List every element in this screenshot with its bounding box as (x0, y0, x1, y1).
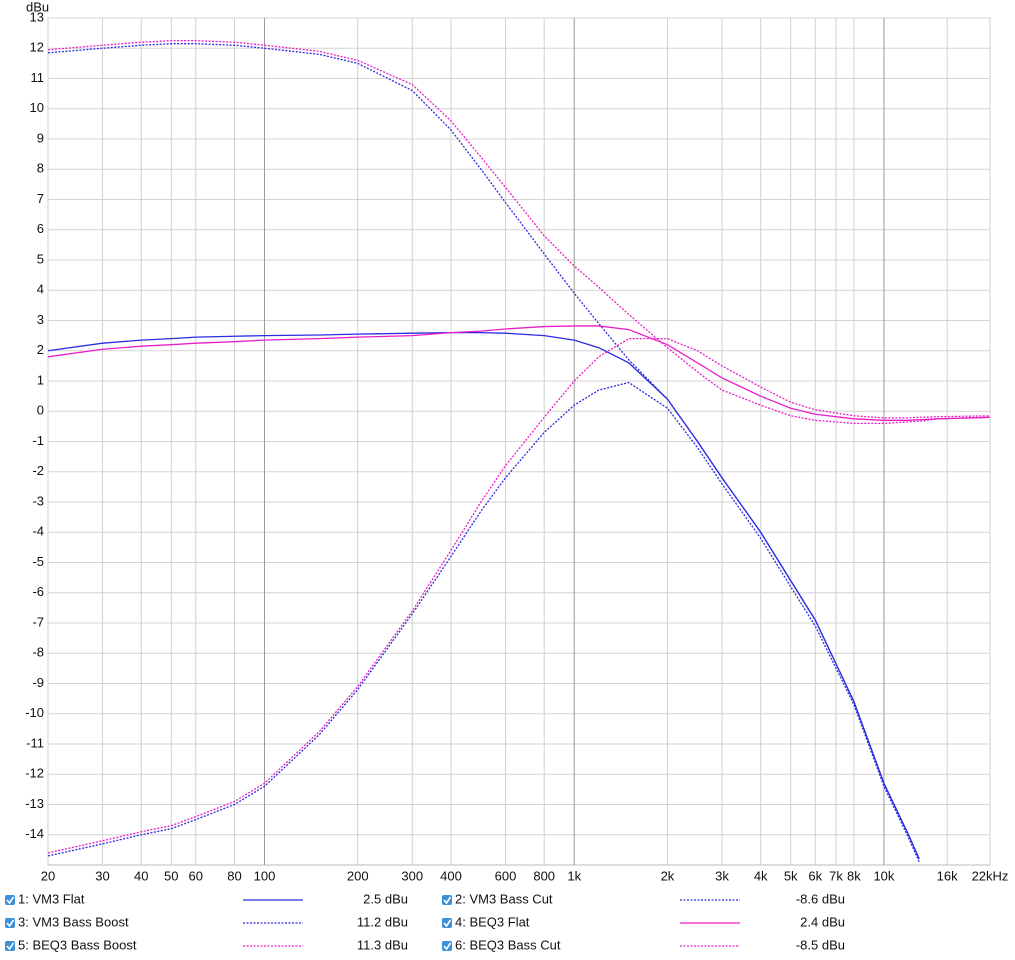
x-tick-label: 400 (440, 868, 462, 883)
y-tick-label: -11 (26, 735, 44, 750)
y-tick-label: -6 (32, 584, 44, 599)
x-tick-label: 30 (95, 868, 109, 883)
x-tick-label: 6k (808, 868, 822, 883)
legend-label: 6: BEQ3 Bass Cut (455, 937, 561, 952)
legend-readout: -8.5 dBu (796, 937, 845, 952)
x-tick-label: 20 (41, 868, 55, 883)
y-tick-label: 11 (31, 70, 45, 85)
x-tick-label: 16k (937, 868, 958, 883)
legend-check (6, 919, 15, 928)
series-line (47, 338, 991, 854)
y-tick-label: -7 (32, 614, 44, 629)
legend-label: 4: BEQ3 Flat (455, 914, 530, 929)
series-line (47, 43, 920, 860)
legend-check (443, 919, 452, 928)
legend-label: 1: VM3 Flat (18, 891, 85, 906)
x-tick-label: 22kHz (972, 868, 1009, 883)
x-tick-label: 80 (227, 868, 241, 883)
x-tick-label: 100 (254, 868, 276, 883)
legend-readout: 11.2 dBu (357, 914, 408, 929)
x-tick-label: 2k (661, 868, 675, 883)
y-tick-label: -5 (32, 554, 44, 569)
legend-readout: 2.4 dBu (800, 914, 845, 929)
y-tick-label: 3 (37, 312, 44, 327)
y-tick-label: 9 (37, 130, 44, 145)
x-tick-label: 5k (784, 868, 798, 883)
x-tick-label: 3k (715, 868, 729, 883)
legend-readout: 2.5 dBu (363, 891, 408, 906)
x-tick-label: 8k (847, 868, 861, 883)
y-tick-label: 7 (37, 191, 44, 206)
y-tick-label: 6 (37, 221, 44, 236)
y-tick-label: 12 (30, 40, 44, 55)
x-tick-label: 60 (189, 868, 203, 883)
y-tick-label: -1 (32, 433, 44, 448)
y-tick-label: -9 (32, 675, 44, 690)
legend-check (6, 942, 15, 951)
x-tick-label: 200 (347, 868, 369, 883)
y-tick-label: -4 (32, 524, 44, 539)
y-tick-label: 5 (37, 251, 44, 266)
x-tick-label: 300 (401, 868, 423, 883)
legend-label: 3: VM3 Bass Boost (18, 914, 129, 929)
y-tick-label: -2 (32, 463, 44, 478)
legend-label: 2: VM3 Bass Cut (455, 891, 553, 906)
legend-check (6, 896, 15, 905)
x-tick-label: 600 (495, 868, 517, 883)
y-tick-label: 1 (37, 372, 44, 387)
y-axis-label: dBu (26, 0, 49, 14)
y-tick-label: 2 (37, 342, 44, 357)
x-tick-label: 4k (754, 868, 768, 883)
series-line (47, 381, 920, 863)
x-tick-label: 50 (164, 868, 178, 883)
x-tick-label: 40 (134, 868, 148, 883)
x-tick-label: 10k (873, 868, 894, 883)
y-tick-label: -13 (25, 796, 44, 811)
legend-readout: -8.6 dBu (796, 891, 845, 906)
y-tick-label: -3 (32, 493, 44, 508)
y-tick-label: 10 (30, 100, 44, 115)
legend-label: 5: BEQ3 Bass Boost (18, 937, 137, 952)
legend-readout: 11.3 dBu (357, 937, 408, 952)
y-tick-label: -10 (25, 705, 44, 720)
legend-check (443, 942, 452, 951)
x-tick-label: 800 (533, 868, 555, 883)
x-tick-label: 7k (829, 868, 843, 883)
y-tick-label: 8 (37, 161, 44, 176)
x-tick-label: 1k (567, 868, 581, 883)
y-tick-label: 4 (37, 282, 44, 297)
y-tick-label: -12 (25, 766, 44, 781)
y-tick-label: -14 (25, 826, 44, 841)
legend-check (443, 896, 452, 905)
y-tick-label: 13 (30, 9, 44, 24)
series-line (47, 325, 991, 421)
y-tick-label: -8 (32, 645, 44, 660)
y-tick-label: 0 (37, 403, 44, 418)
